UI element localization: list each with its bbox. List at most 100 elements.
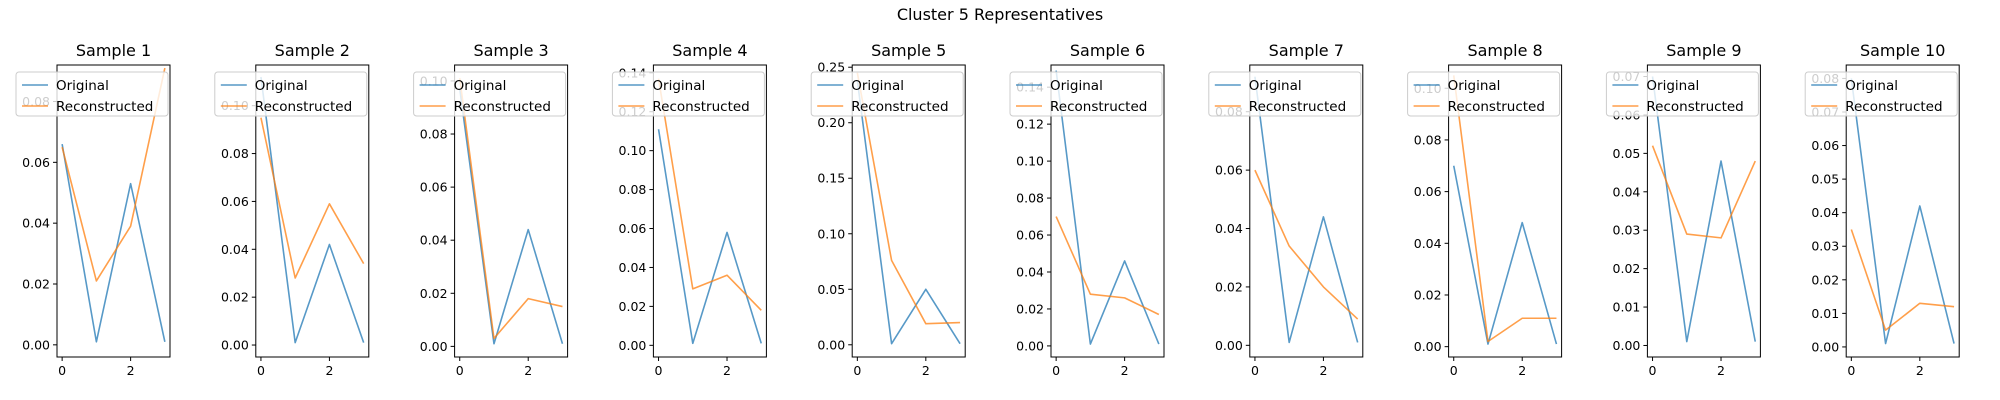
legend-box [810,71,964,117]
y-tick-label: 0.08 [221,146,249,161]
legend-label-reconstructed: Reconstructed [56,99,153,115]
series-line-reconstructed [1254,169,1359,320]
series-line-original [657,129,763,345]
x-tick-label: 0 [58,363,66,378]
axes-frame [255,64,370,358]
y-tick-label: 0.02 [1613,261,1641,276]
legend-box [214,71,368,117]
y-tick-label: 0.06 [619,221,647,236]
x-tick-label: 0 [1450,363,1458,378]
series-line-original [1055,70,1160,345]
y-tick-label: 0.05 [1613,146,1641,161]
panel-6: Sample 60.000.020.040.060.080.100.120.14… [1009,41,1165,378]
legend: Original Reconstructed [1407,71,1561,117]
axes-frame [1646,64,1761,358]
y-tick-label: 0.06 [1414,184,1442,199]
x-tick-label: 0 [1251,363,1259,378]
y-tick-label: 0.20 [817,115,845,130]
axes-frame [1249,64,1364,358]
legend-label-reconstructed: Reconstructed [1448,99,1545,115]
axes-frame [1845,64,1960,358]
y-tick-label: 0.02 [1811,272,1839,287]
legend: Original Reconstructed [1605,71,1759,117]
x-tick-label: 0 [257,363,265,378]
legend-label-original: Original [1448,78,1501,94]
legend-label-reconstructed: Reconstructed [851,99,948,115]
legend-label-original: Original [1845,78,1898,94]
y-tick-label: 0.04 [1613,184,1641,199]
panel-10: Sample 100.000.010.020.030.040.050.060.0… [1804,41,1960,378]
y-tick-label: 0.06 [420,180,448,195]
legend-label-original: Original [851,78,904,94]
axes-frame [1050,64,1165,358]
y-tick-label: 0.08 [420,127,448,142]
panel-title: Sample 4 [672,41,747,60]
y-tick-label: 0.04 [221,242,249,257]
y-tick-label: 0.06 [221,194,249,209]
series-line-original [260,76,365,344]
legend-label-original: Original [1646,78,1699,94]
x-tick-label: 0 [1052,363,1060,378]
series-line-reconstructed [1055,216,1160,316]
y-tick-label: 0.06 [1811,138,1839,153]
series-line-original [1651,76,1757,343]
x-tick-label: 2 [1121,363,1129,378]
panel-9: Sample 90.000.010.020.030.040.050.060.07… [1605,41,1761,378]
x-tick-label: 0 [853,363,861,378]
legend-box [1208,71,1362,117]
series-line-original [856,80,961,345]
y-tick-label: 0.03 [1811,239,1839,254]
series-line-original [61,143,166,343]
y-tick-label: 0.04 [22,216,50,231]
x-tick-label: 0 [655,363,663,378]
y-tick-label: 0.08 [619,182,647,197]
legend-box [1605,71,1759,117]
series-line-reconstructed [1651,145,1756,239]
series-line-original [1254,76,1359,344]
legend-label-reconstructed: Reconstructed [1646,99,1743,115]
y-tick-label: 0.06 [1016,228,1044,243]
axes-frame [454,64,569,358]
x-tick-label: 2 [922,363,930,378]
panel-2: Sample 20.000.020.040.060.080.1002Origin… [214,41,370,378]
y-tick-label: 0.02 [420,286,448,301]
y-tick-label: 0.08 [1414,132,1442,147]
y-tick-label: 0.04 [1811,205,1839,220]
legend: Original Reconstructed [810,71,964,117]
legend-box [1009,71,1163,117]
y-tick-label: 0.00 [817,337,845,352]
x-tick-label: 0 [1847,363,1855,378]
series-line-original [1452,165,1558,345]
x-tick-label: 2 [1518,363,1526,378]
x-tick-label: 2 [1916,363,1924,378]
series-line-reconstructed [260,117,365,279]
panel-title: Sample 7 [1269,41,1344,60]
legend: Original Reconstructed [1208,71,1362,117]
y-tick-label: 0.00 [1215,338,1243,353]
panel-title: Sample 3 [473,41,548,60]
axes-frame [1448,64,1563,358]
legend-label-original: Original [454,78,507,94]
y-tick-label: 0.00 [619,338,647,353]
y-tick-label: 0.25 [817,60,845,75]
legend: Original Reconstructed [1804,71,1958,117]
series-line-reconstructed [1452,75,1557,343]
x-tick-label: 0 [456,363,464,378]
y-tick-label: 0.06 [1215,163,1243,178]
legend-label-reconstructed: Reconstructed [1845,99,1942,115]
legend: Original Reconstructed [611,71,765,117]
legend-label-reconstructed: Reconstructed [1050,99,1147,115]
series-line-original [1850,78,1955,345]
x-tick-label: 0 [1649,363,1657,378]
y-tick-label: 0.10 [619,143,647,158]
axes-frame [652,64,767,358]
y-tick-label: 0.04 [1215,221,1243,236]
axes-frame [851,64,966,358]
x-tick-label: 2 [524,363,532,378]
y-tick-label: 0.15 [817,171,845,186]
panels: Sample 1 0.00 0.02 0.04 0.06 0.08 0 2 Original Re… [15,41,1960,378]
panel-8: Sample 80.000.020.040.060.080.1002Origin… [1407,41,1563,378]
y-tick-label: 0.02 [1414,287,1442,302]
series-line-reconstructed [1850,229,1955,331]
